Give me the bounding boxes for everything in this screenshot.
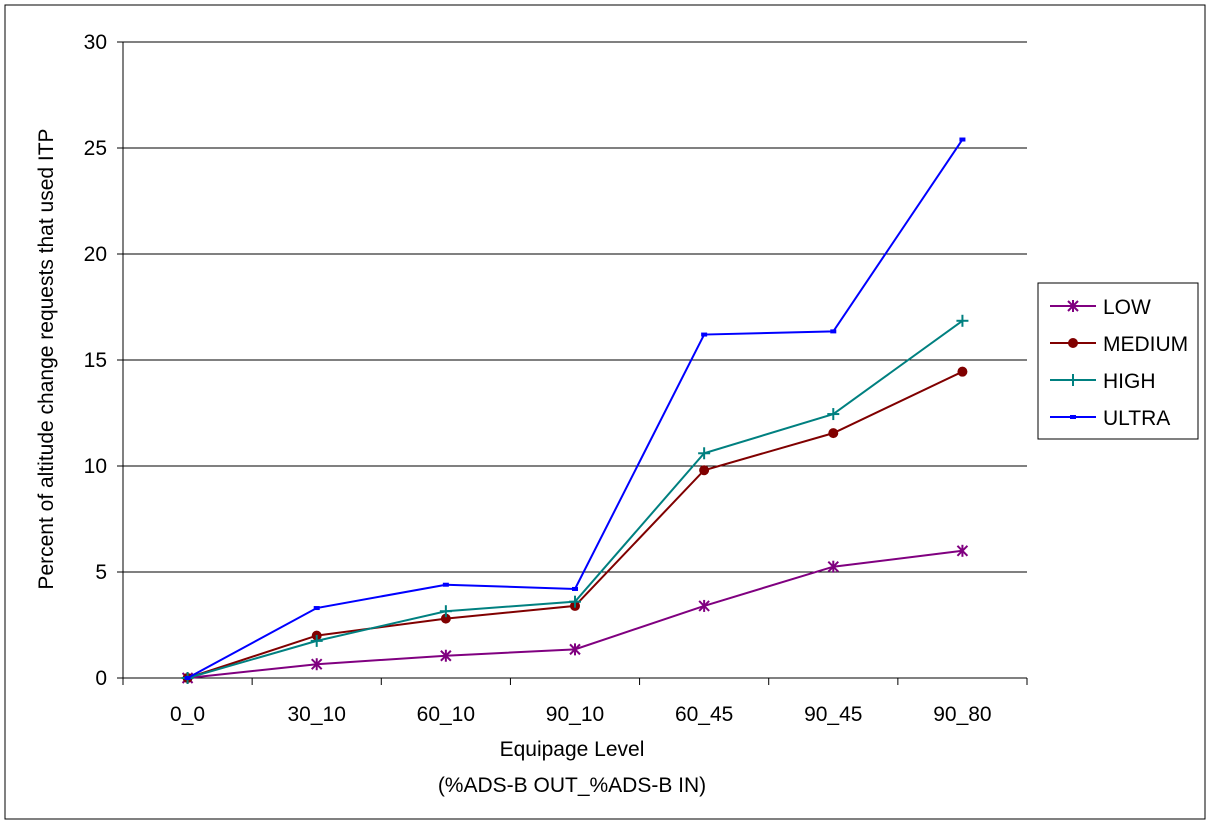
x-tick-label: 90_45 xyxy=(804,703,862,726)
gridlines xyxy=(123,41,1027,573)
data-point-medium xyxy=(957,366,968,377)
axes xyxy=(117,41,1028,685)
data-point-low xyxy=(440,649,452,662)
x-tick-label: 0_0 xyxy=(170,703,205,726)
legend-label-high: HIGH xyxy=(1103,370,1156,393)
y-tick-label: 20 xyxy=(84,243,107,266)
x-tick-label: 90_10 xyxy=(546,703,604,726)
series-lines xyxy=(181,137,969,684)
data-point-high xyxy=(569,595,581,608)
data-point-ultra xyxy=(184,676,191,680)
x-tick-label: 60_45 xyxy=(675,703,733,726)
data-point-high xyxy=(310,634,323,647)
data-point-ultra xyxy=(572,586,578,591)
y-tick-label: 15 xyxy=(84,349,107,372)
data-point-low xyxy=(956,544,969,557)
legend-box xyxy=(1037,282,1199,440)
y-tick-label: 5 xyxy=(95,561,107,584)
x-axis-subtitle: (%ADS-B OUT_%ADS-B IN) xyxy=(438,774,706,797)
x-tick-label: 30_10 xyxy=(288,703,346,726)
data-point-ultra xyxy=(313,606,320,611)
data-point-high xyxy=(698,447,711,460)
legend-label-low: LOW xyxy=(1103,296,1151,319)
x-tick-labels: 0_0 30_10 60_10 90_10 60_45 90_45 90_80 xyxy=(170,703,992,726)
data-point-high xyxy=(439,605,452,618)
data-point-low xyxy=(311,658,323,671)
legend-label-ultra: ULTRA xyxy=(1103,407,1170,430)
data-point-low xyxy=(698,599,710,612)
x-tick-label: 60_10 xyxy=(417,703,475,726)
x-tick-label: 90_80 xyxy=(933,703,991,726)
legend-marker-medium xyxy=(1068,338,1078,348)
data-point-ultra xyxy=(442,582,449,587)
data-point-ultra xyxy=(701,332,708,337)
legend-marker-high xyxy=(1067,374,1079,386)
y-tick-labels: 0 5 10 15 20 25 30 xyxy=(84,31,107,690)
y-axis-title: Percent of altitude change requests that… xyxy=(35,128,58,589)
data-point-medium xyxy=(828,428,839,439)
legend-label-medium: MEDIUM xyxy=(1103,333,1188,356)
legend-marker-ultra xyxy=(1070,415,1076,419)
data-point-ultra xyxy=(830,329,837,334)
chart-border xyxy=(4,4,1206,820)
data-point-ultra xyxy=(959,137,966,142)
y-tick-label: 10 xyxy=(84,455,107,478)
legend: LOW MEDIUM HIGH ULTRA xyxy=(1037,282,1199,440)
data-point-high xyxy=(827,408,840,421)
data-point-low xyxy=(569,643,581,656)
data-point-high xyxy=(956,314,969,327)
y-tick-label: 30 xyxy=(84,31,107,54)
x-axis-title: Equipage Level xyxy=(500,738,645,761)
y-tick-label: 25 xyxy=(84,137,107,160)
y-tick-label: 0 xyxy=(95,667,107,690)
data-point-low xyxy=(827,560,839,573)
data-point-medium xyxy=(699,465,710,476)
legend-marker-low xyxy=(1067,300,1079,312)
